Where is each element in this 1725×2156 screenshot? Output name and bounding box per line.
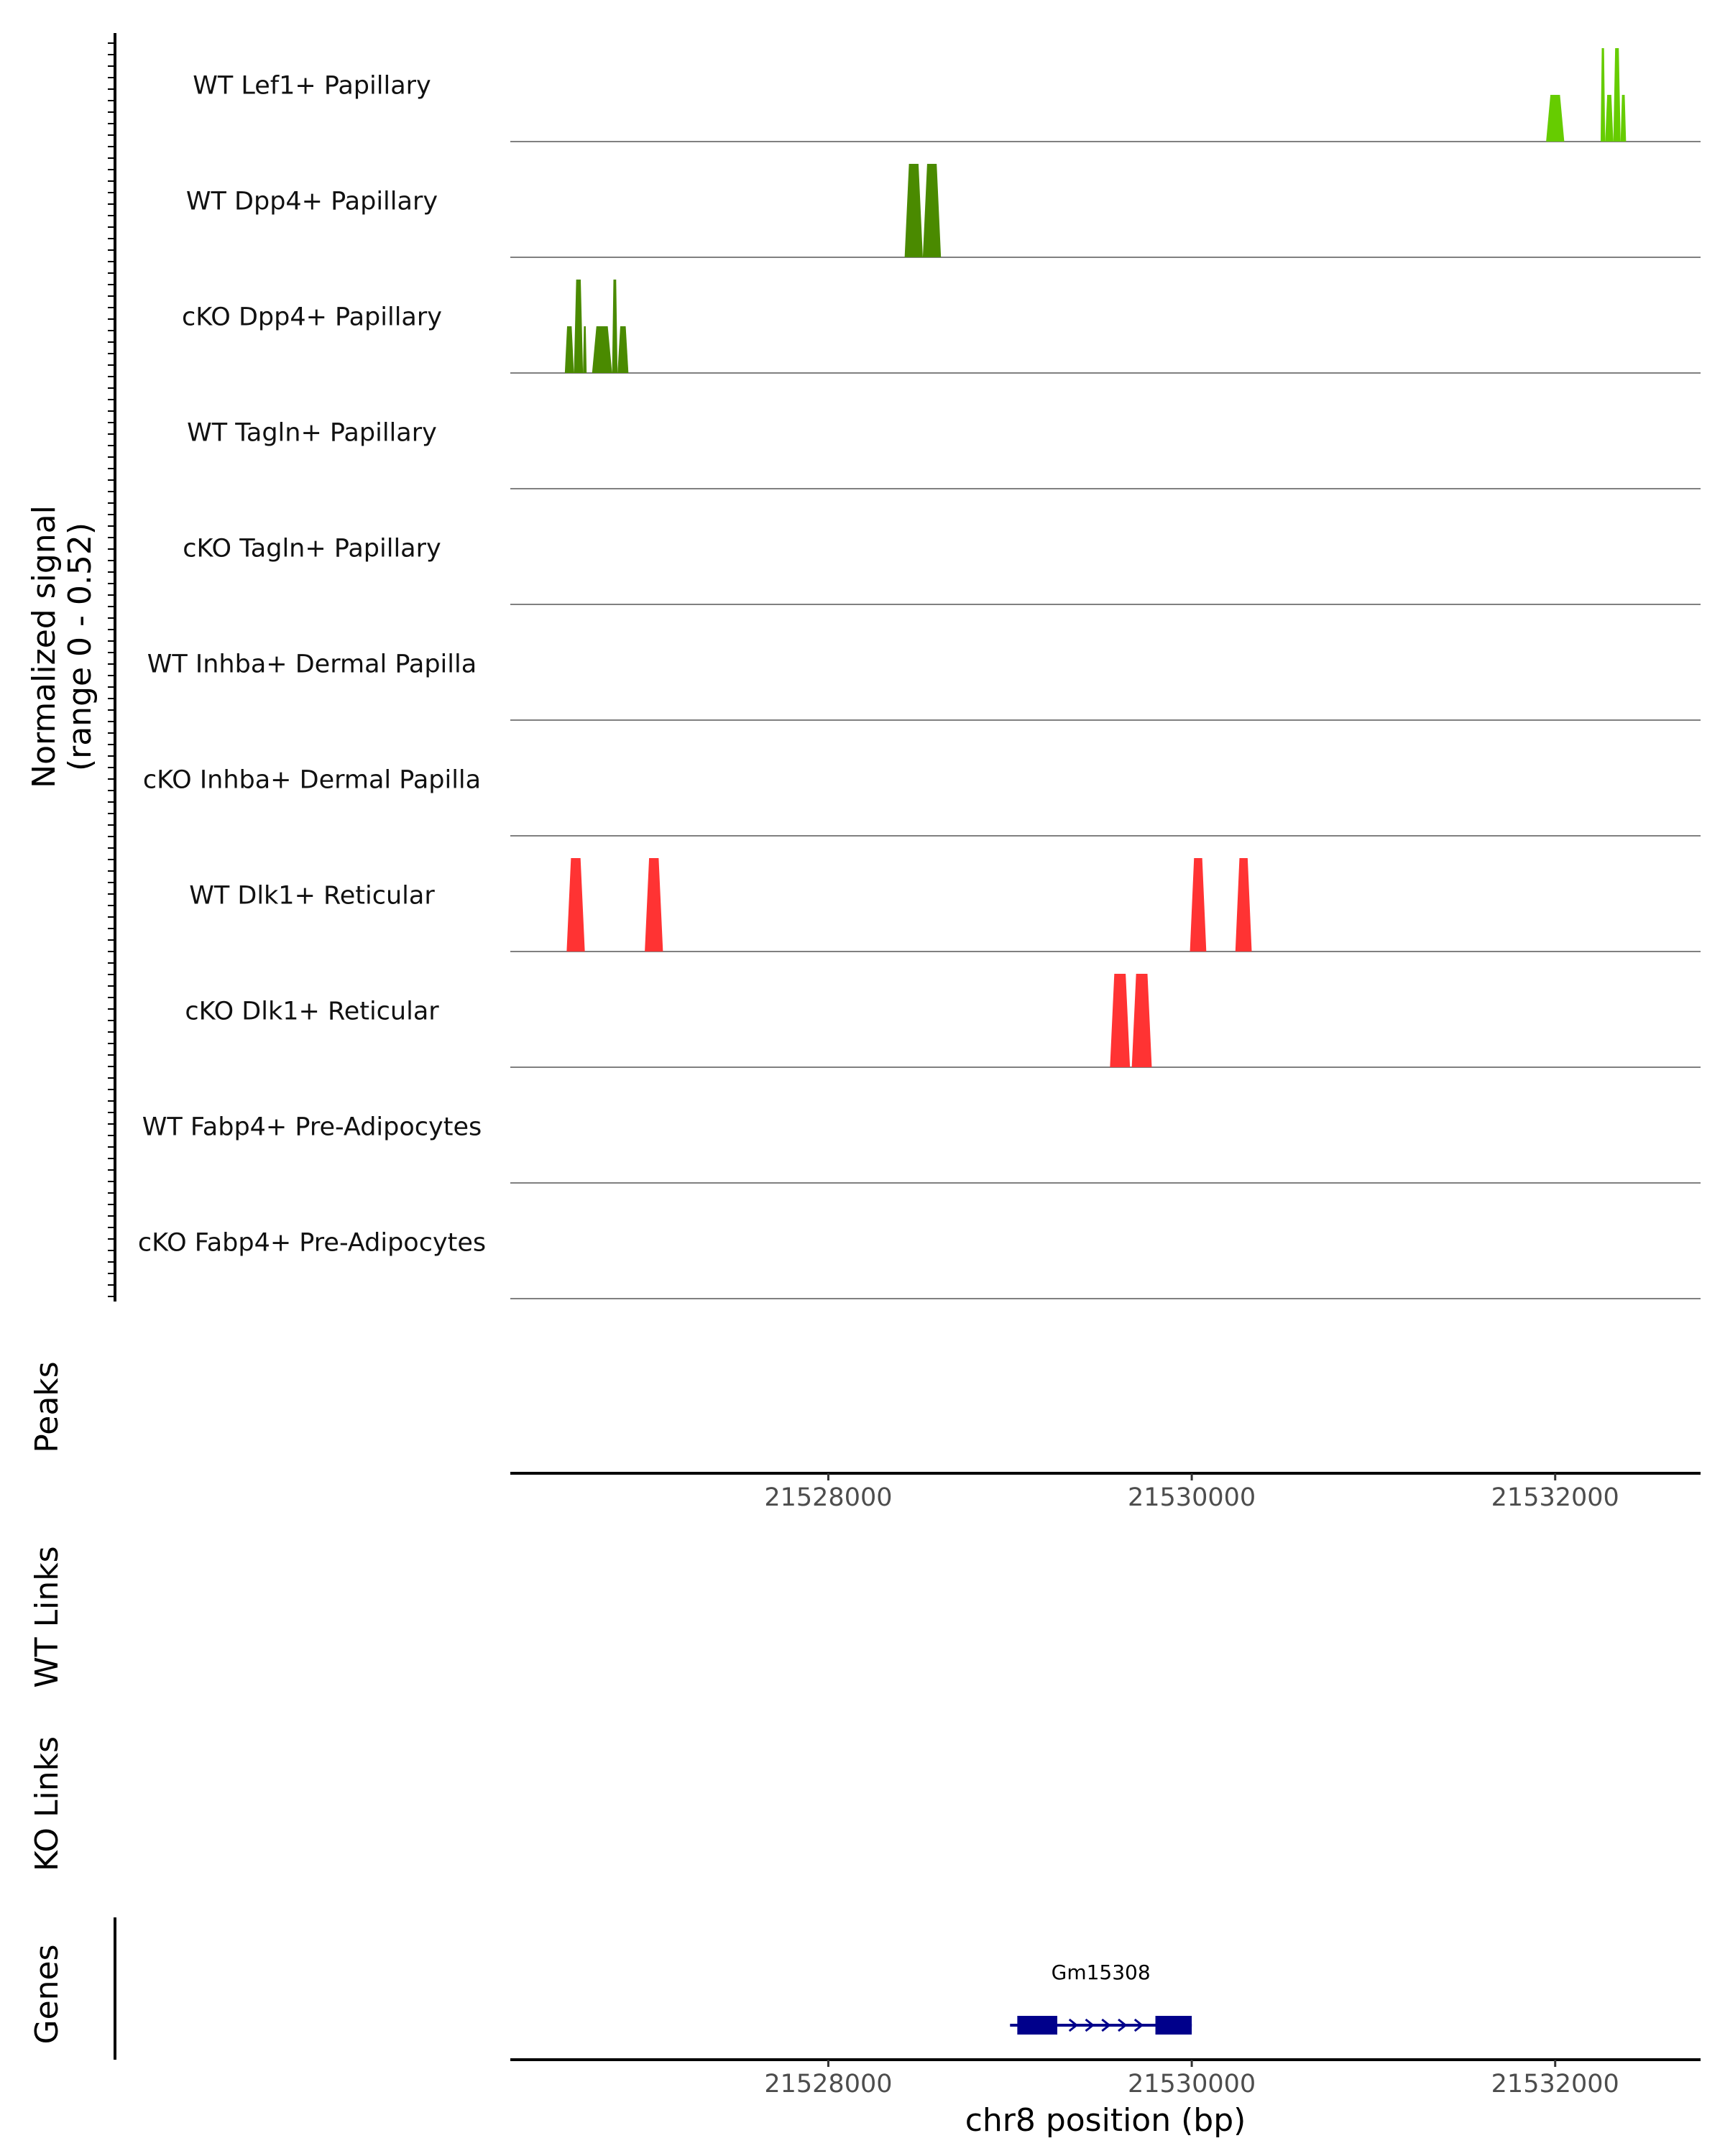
- track-label: cKO Dlk1+ Reticular: [185, 998, 439, 1026]
- track-label: WT Lef1+ Papillary: [193, 72, 431, 101]
- ko-links-track-label: KO Links: [29, 1736, 65, 1871]
- coverage-area: [645, 858, 663, 952]
- position-axis-top-tick-label: 21530000: [1128, 1483, 1256, 1512]
- coverage-y-axis: [108, 33, 116, 1302]
- track-1: WT Dpp4+ Papillary: [186, 164, 1701, 258]
- peaks-track-label: Peaks: [29, 1361, 65, 1452]
- gene-track: Gm15308: [1010, 1961, 1192, 2035]
- track-label: cKO Inhba+ Dermal Papilla: [143, 766, 481, 795]
- gene-exon: [1155, 2016, 1192, 2035]
- track-label: WT Dlk1+ Reticular: [189, 882, 435, 911]
- track-label: WT Fabp4+ Pre-Adipocytes: [142, 1113, 482, 1142]
- position-axis-top-tick-label: 21532000: [1491, 1483, 1619, 1512]
- track-8: cKO Dlk1+ Reticular: [185, 974, 1701, 1068]
- coverage-area: [1620, 95, 1627, 142]
- track-6: cKO Inhba+ Dermal Papilla: [143, 766, 1701, 837]
- coverage-area: [564, 326, 574, 373]
- coverage-area: [612, 280, 618, 373]
- track-0: WT Lef1+ Papillary: [193, 48, 1701, 142]
- track-label: cKO Fabp4+ Pre-Adipocytes: [138, 1229, 486, 1258]
- coverage-area: [1110, 974, 1131, 1067]
- track-3: WT Tagln+ Papillary: [187, 419, 1701, 489]
- coverage-tracks: WT Lef1+ Papillary WT Dpp4+ Papillary cKO …: [138, 48, 1701, 1299]
- coverage-area: [1235, 858, 1252, 952]
- track-7: WT Dlk1+ Reticular: [189, 858, 1701, 952]
- coverage-area: [1605, 95, 1614, 142]
- track-label: WT Tagln+ Papillary: [187, 419, 437, 448]
- track-9: WT Fabp4+ Pre-Adipocytes: [142, 1113, 1701, 1184]
- position-axis-bottom-tick-label: 21532000: [1491, 2070, 1619, 2099]
- y-axis-range: (range 0 - 0.52): [62, 522, 98, 771]
- x-axis-title: chr8 position (bp): [965, 2102, 1246, 2139]
- coverage-area: [574, 280, 584, 373]
- track-10: cKO Fabp4+ Pre-Adipocytes: [138, 1229, 1701, 1299]
- coverage-area: [566, 858, 585, 952]
- track-2: cKO Dpp4+ Papillary: [182, 280, 1701, 374]
- track-label: cKO Tagln+ Papillary: [183, 535, 441, 563]
- wt-links-track-label: WT Links: [29, 1546, 65, 1687]
- y-axis-title: Normalized signal: [26, 505, 63, 788]
- strand-arrow: [1133, 2018, 1144, 2032]
- position-axis-top-tick-label: 21528000: [764, 1483, 892, 1512]
- strand-arrow: [1118, 2018, 1128, 2032]
- track-label: WT Dpp4+ Papillary: [186, 188, 438, 216]
- strand-arrow: [1101, 2018, 1111, 2032]
- position-axis-top: 21528000 21530000 21532000: [510, 1472, 1701, 1512]
- genes-track-label: Genes: [29, 1944, 65, 2044]
- coverage-area: [904, 164, 923, 257]
- coverage-area: [583, 326, 587, 373]
- coverage-area: [1600, 48, 1606, 142]
- track-label: WT Inhba+ Dermal Papilla: [147, 650, 477, 679]
- strand-arrow: [1085, 2018, 1095, 2032]
- track-label: cKO Dpp4+ Papillary: [182, 303, 442, 332]
- track-5: WT Inhba+ Dermal Papilla: [147, 650, 1701, 721]
- gene-label: Gm15308: [1052, 1961, 1151, 1984]
- strand-arrow: [1068, 2018, 1079, 2032]
- coverage-area: [617, 326, 629, 373]
- gene-exon: [1017, 2016, 1058, 2035]
- position-axis-bottom-tick-label: 21530000: [1128, 2070, 1256, 2099]
- gene-Gm15308: Gm15308: [1010, 1961, 1192, 2035]
- track-4: cKO Tagln+ Papillary: [183, 535, 1701, 605]
- coverage-area: [592, 326, 612, 373]
- coverage-area: [1190, 858, 1207, 952]
- position-axis-bottom-tick-label: 21528000: [764, 2070, 892, 2099]
- coverage-area: [1131, 974, 1152, 1067]
- coverage-area: [1613, 48, 1621, 142]
- position-axis-bottom: 21528000 21530000 21532000: [510, 2058, 1701, 2099]
- coverage-area: [922, 164, 942, 257]
- coverage-area: [1546, 95, 1565, 142]
